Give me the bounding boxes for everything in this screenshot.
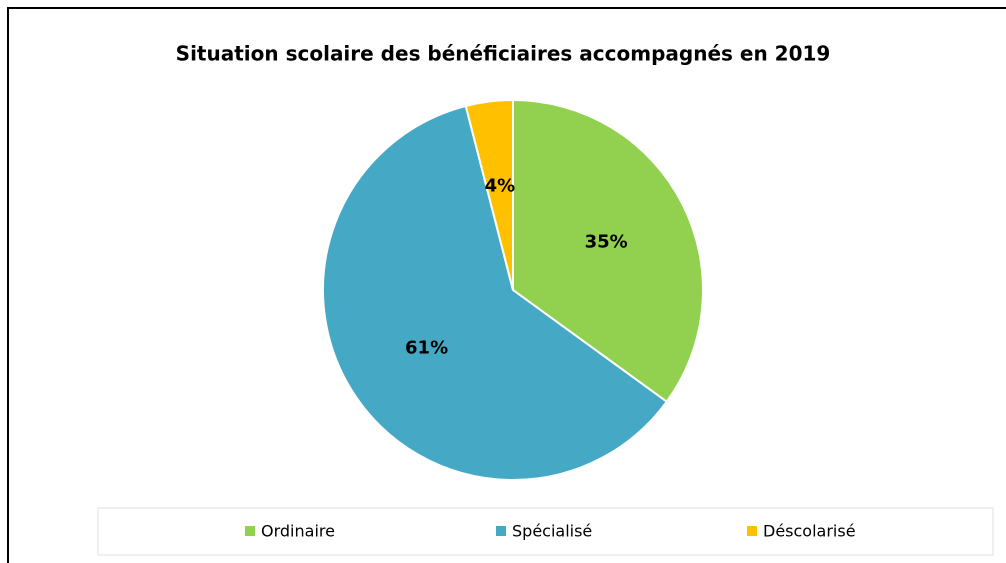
legend-label: Ordinaire (261, 522, 335, 541)
pie-slice (464, 98, 514, 291)
legend-swatch (496, 526, 506, 536)
data-label: 4% (485, 175, 516, 196)
legend-swatch (245, 526, 255, 536)
data-label: 61% (405, 338, 448, 359)
pie-slice (512, 98, 704, 404)
legend-swatch (747, 526, 757, 536)
data-label: 35% (585, 232, 628, 253)
legend-label: Spécialisé (512, 522, 592, 541)
pie-slice (322, 104, 669, 481)
legend-label: Déscolarisé (763, 522, 856, 541)
chart-title: Situation scolaire des bénéficiaires acc… (176, 42, 831, 66)
